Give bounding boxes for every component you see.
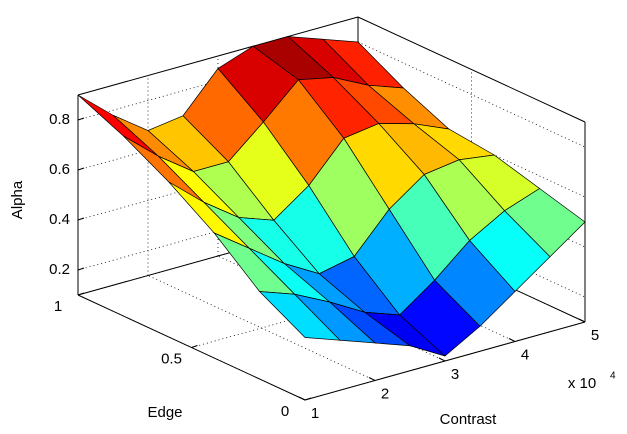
grid-line [357, 191, 586, 298]
x-tick [508, 338, 516, 342]
x-scale-label: x 10 [568, 375, 596, 392]
z-tick-label: 0.6 [49, 161, 70, 178]
z-tick [77, 267, 85, 271]
z-tick-label: 0.4 [49, 211, 70, 228]
x-tick-label: 1 [311, 405, 319, 422]
z-tick [77, 167, 85, 171]
grid-line [357, 91, 586, 198]
surface-face [77, 94, 159, 157]
grid-line [357, 41, 586, 148]
z-tick [77, 117, 85, 121]
y-tick-label: 0 [281, 403, 289, 420]
grid-line [147, 275, 376, 381]
y-tick [191, 345, 198, 348]
x-tick-label: 2 [381, 385, 389, 402]
grid-line [77, 191, 359, 271]
x-tick [368, 377, 376, 381]
x-tick-label: 4 [521, 346, 529, 363]
surface-face [258, 291, 341, 341]
z-tick-label: 0.8 [49, 111, 70, 128]
x-scale-exponent: 4 [610, 371, 616, 382]
box-edge [357, 16, 586, 123]
x-tick [298, 396, 306, 401]
x-tick-label: 3 [451, 366, 459, 383]
z-tick-label: 0.2 [49, 261, 70, 278]
y-tick-label: 1 [54, 298, 62, 315]
grid-line [77, 41, 359, 121]
y-axis-label: Edge [147, 404, 182, 421]
x-axis-label: Contrast [440, 411, 498, 428]
box-edge [77, 16, 359, 96]
y-tick [77, 292, 85, 296]
grid-line [191, 269, 472, 348]
y-tick-label: 0.5 [161, 350, 182, 367]
z-axis-label: Alpha [9, 180, 26, 219]
grid-line [77, 91, 359, 171]
x-tick-label: 5 [591, 327, 599, 344]
x-tick [578, 318, 586, 323]
grid-line [77, 141, 359, 221]
grid-line [77, 216, 359, 296]
x-tick [438, 357, 446, 362]
z-tick [77, 217, 85, 221]
y-tick [304, 397, 312, 401]
